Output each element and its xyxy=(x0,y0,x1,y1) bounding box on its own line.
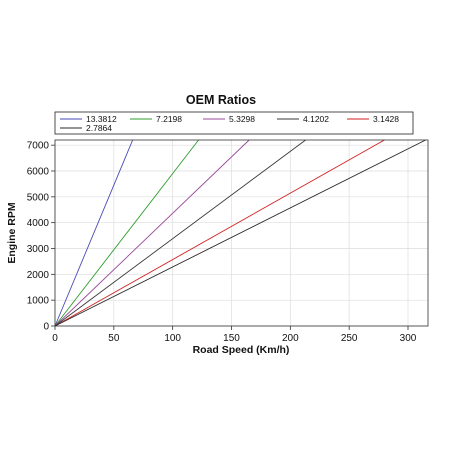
plot-frame xyxy=(54,139,429,327)
y-axis-title: Engine RPM xyxy=(6,202,18,264)
series-line-13.3812 xyxy=(54,139,134,327)
series-line-2.7864 xyxy=(54,139,426,327)
y-axis: 0 1000 2000 3000 4000 5000 6000 7000 xyxy=(27,141,55,333)
y-tick-label: 4000 xyxy=(27,218,50,229)
legend-label: 2.7864 xyxy=(86,123,112,133)
chart-title: OEM Ratios xyxy=(186,93,256,107)
y-tick-label: 6000 xyxy=(27,167,50,178)
x-axis-title: Road Speed (Km/h) xyxy=(193,344,290,356)
y-tick-label: 2000 xyxy=(27,270,50,281)
x-tick-label: 0 xyxy=(52,333,58,344)
x-tick-label: 200 xyxy=(282,333,299,344)
legend-label: 4.1202 xyxy=(303,114,329,124)
y-tick-label: 5000 xyxy=(27,192,50,203)
x-tick-label: 50 xyxy=(108,333,120,344)
series-line-7.2198 xyxy=(54,139,199,327)
plot-lines xyxy=(54,139,426,327)
series-line-4.1202 xyxy=(54,139,306,327)
x-tick-label: 300 xyxy=(400,333,417,344)
x-tick-label: 150 xyxy=(223,333,240,344)
x-tick-label: 250 xyxy=(341,333,358,344)
legend-label: 3.1428 xyxy=(373,114,399,124)
legend-label: 13.3812 xyxy=(86,114,117,124)
legend: 13.3812 7.2198 5.3298 4.1202 3.1428 2.7864 xyxy=(54,111,414,135)
series-line-5.3298 xyxy=(54,139,250,327)
legend-label: 5.3298 xyxy=(229,114,255,124)
x-axis: 0 50 100 150 200 250 300 xyxy=(52,326,417,344)
y-tick-label: 1000 xyxy=(27,296,50,307)
legend-box xyxy=(54,111,414,135)
series-line-3.1428 xyxy=(54,139,385,327)
y-tick-label: 0 xyxy=(43,322,49,333)
y-tick-label: 7000 xyxy=(27,141,50,152)
legend-label: 7.2198 xyxy=(156,114,182,124)
y-tick-label: 3000 xyxy=(27,244,50,255)
x-tick-label: 100 xyxy=(164,333,181,344)
